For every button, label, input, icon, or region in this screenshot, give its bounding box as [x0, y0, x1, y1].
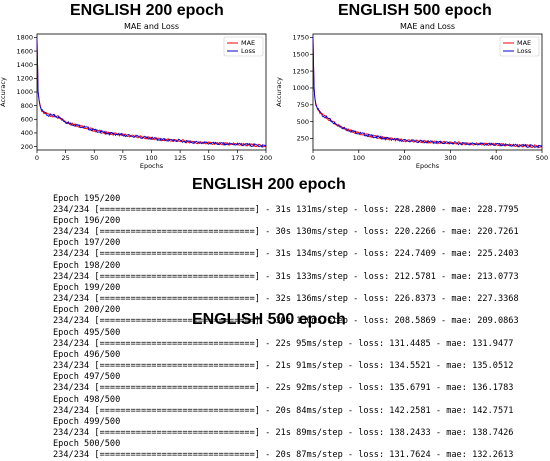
log-epoch-line: Epoch 197/200 [53, 238, 121, 249]
y-tick-label: 600 [21, 115, 33, 123]
y-tick-label: 1800 [16, 34, 33, 42]
plot-frame [312, 33, 543, 151]
y-tick-label: 1000 [292, 84, 309, 92]
y-tick-label: 500 [297, 118, 309, 126]
chart-title: MAE and Loss [400, 22, 455, 31]
legend-label: MAE [241, 39, 255, 47]
log-epoch-line: Epoch 496/500 [53, 350, 121, 361]
x-tick-label: 100 [145, 154, 157, 162]
y-axis-label: Accuracy [275, 77, 283, 107]
log-epoch-line: Epoch 199/200 [53, 282, 121, 293]
log-progress-line: 234/234 [==============================]… [53, 227, 519, 238]
log-epoch-line: Epoch 495/500 [53, 328, 121, 338]
log-epoch-line: Epoch 497/500 [53, 372, 121, 383]
x-tick-label: 75 [119, 154, 127, 162]
y-tick-label: 1600 [16, 47, 33, 55]
log-progress-line: 234/234 [==============================]… [53, 383, 514, 394]
x-tick-label: 300 [444, 154, 456, 162]
y-tick-label: 1750 [292, 34, 309, 42]
log-progress-line: 234/234 [==============================]… [53, 249, 519, 260]
x-axis-label: Epochs [416, 162, 440, 170]
log-progress-line: 234/234 [==============================]… [53, 405, 514, 416]
y-tick-label: 1500 [292, 50, 309, 58]
x-tick-label: 0 [311, 154, 315, 162]
log-epoch-line: Epoch 200/200 [53, 304, 121, 315]
log-heading-200: ENGLISH 200 epoch [192, 176, 346, 193]
x-tick-label: 50 [90, 154, 98, 162]
series-line-loss [36, 38, 267, 149]
legend-label: MAE [517, 39, 531, 47]
y-axis-label: Accuracy [0, 77, 7, 107]
x-tick-label: 175 [231, 154, 243, 162]
log-progress-line: 234/234 [==============================]… [53, 293, 519, 304]
y-tick-label: 400 [21, 129, 33, 137]
x-tick-label: 400 [490, 154, 502, 162]
series-line-loss [312, 36, 543, 149]
chart-title: MAE and Loss [124, 22, 179, 31]
training-log-200: Epoch 195/200 234/234 [==================… [53, 194, 519, 327]
x-tick-label: 0 [35, 154, 39, 162]
log-heading-500: ENGLISH 500 epoch [192, 311, 346, 328]
x-tick-label: 150 [203, 154, 215, 162]
y-tick-label: 1250 [292, 67, 309, 75]
log-epoch-line: Epoch 498/500 [53, 394, 121, 405]
x-axis-label: Epochs [140, 162, 164, 170]
x-tick-label: 100 [353, 154, 365, 162]
log-progress-line: 234/234 [==============================]… [53, 450, 514, 461]
legend-label: Loss [241, 47, 256, 55]
log-progress-line: 234/234 [==============================]… [53, 205, 519, 216]
log-progress-line: 234/234 [==============================]… [53, 339, 514, 350]
log-progress-line: 234/234 [==============================]… [53, 361, 514, 372]
log-epoch-line: Epoch 196/200 [53, 216, 121, 227]
x-tick-label: 500 [536, 154, 548, 162]
log-epoch-line: Epoch 195/200 [53, 194, 121, 204]
x-tick-label: 125 [174, 154, 186, 162]
x-tick-label: 200 [260, 154, 272, 162]
y-tick-label: 800 [21, 102, 33, 110]
y-tick-label: 200 [21, 143, 33, 151]
x-tick-label: 200 [398, 154, 410, 162]
chart-heading-200: ENGLISH 200 epoch [70, 2, 224, 19]
log-epoch-line: Epoch 198/200 [53, 260, 121, 271]
log-progress-line: 234/234 [==============================]… [53, 271, 519, 282]
training-log-500: Epoch 495/500 234/234 [==================… [53, 328, 513, 461]
chart-500-epoch: MAE and Loss 0 100 200 300 400 500 250 500 750 100… [275, 22, 548, 170]
legend-label: Loss [517, 47, 532, 55]
chart-200-epoch: MAE and Loss 0 25 50 75 100 125 150 175 200 200 400… [0, 22, 272, 170]
y-tick-label: 1000 [16, 88, 33, 96]
log-epoch-line: Epoch 500/500 [53, 438, 121, 449]
y-tick-label: 750 [297, 101, 309, 109]
log-progress-line: 234/234 [==============================]… [53, 316, 519, 327]
y-tick-label: 1400 [16, 61, 33, 69]
log-progress-line: 234/234 [==============================]… [53, 427, 514, 438]
log-epoch-line: Epoch 499/500 [53, 416, 121, 427]
y-tick-label: 250 [297, 135, 309, 143]
chart-heading-500: ENGLISH 500 epoch [338, 2, 492, 19]
x-tick-label: 25 [61, 154, 69, 162]
y-tick-label: 1200 [16, 75, 33, 83]
